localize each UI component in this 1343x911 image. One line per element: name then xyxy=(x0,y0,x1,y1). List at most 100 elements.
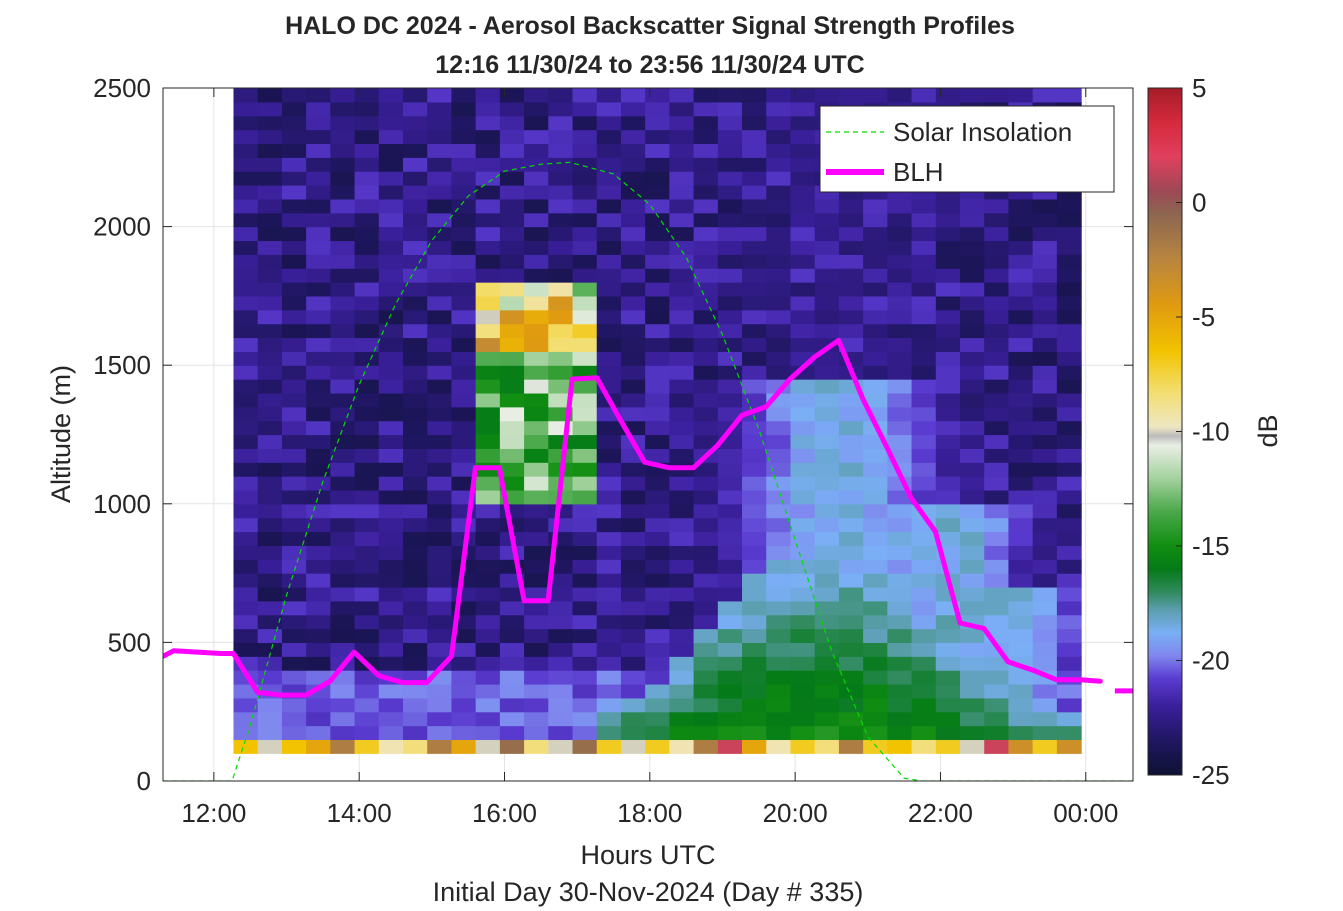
heatmap-cell xyxy=(596,101,622,117)
heatmap-cell xyxy=(524,351,549,366)
heatmap-cell xyxy=(717,476,743,491)
heatmap-cell xyxy=(451,462,477,477)
heatmap-cell xyxy=(887,697,913,713)
heatmap-cell xyxy=(499,683,525,699)
heatmap-cell xyxy=(403,88,428,103)
heatmap-cell xyxy=(499,642,525,657)
heatmap-cell xyxy=(645,406,670,422)
heatmap-cell xyxy=(984,656,1010,671)
heatmap-cell xyxy=(403,476,428,491)
heatmap-cell xyxy=(281,462,307,477)
heatmap-cell xyxy=(717,462,743,477)
heatmap-cell xyxy=(233,309,259,325)
legend-label-solar-insolation: Solar Insolation xyxy=(893,117,1072,147)
heatmap-cell xyxy=(499,586,525,602)
heatmap-cell xyxy=(306,697,331,713)
heatmap-cell xyxy=(306,129,331,145)
heatmap-cell xyxy=(548,268,574,283)
heatmap-cell xyxy=(451,656,477,671)
heatmap-cell xyxy=(548,379,574,394)
heatmap-cell xyxy=(742,351,767,366)
heatmap-cell xyxy=(306,476,331,491)
heatmap-cell xyxy=(742,295,767,311)
heatmap-cell xyxy=(427,476,453,491)
heatmap-cell xyxy=(693,323,719,339)
heatmap-cell xyxy=(306,365,331,380)
heatmap-cell xyxy=(475,157,501,172)
heatmap-cell xyxy=(742,254,767,269)
heatmap-cell xyxy=(427,420,453,436)
heatmap-cell xyxy=(742,434,767,449)
heatmap-cell xyxy=(645,628,670,643)
heatmap-cell xyxy=(524,392,549,408)
heatmap-cell xyxy=(1056,420,1082,436)
heatmap-cell xyxy=(766,573,792,588)
heatmap-cell xyxy=(499,254,525,269)
heatmap-cell xyxy=(1008,268,1034,283)
heatmap-cell xyxy=(596,129,622,145)
heatmap-cell xyxy=(403,212,428,228)
heatmap-cell xyxy=(838,212,864,228)
heatmap-cell xyxy=(838,198,864,214)
heatmap-cell xyxy=(935,489,961,505)
heatmap-cell xyxy=(838,476,864,491)
heatmap-cell xyxy=(766,282,792,297)
heatmap-cell xyxy=(620,157,646,172)
heatmap-cell xyxy=(863,559,888,574)
heatmap-cell xyxy=(572,309,598,325)
heatmap-cell xyxy=(814,656,840,671)
heatmap-cell xyxy=(306,614,331,630)
heatmap-cell xyxy=(645,697,670,713)
heatmap-cell xyxy=(572,392,598,408)
heatmap-cell xyxy=(281,254,307,269)
heatmap-cell xyxy=(572,517,598,533)
heatmap-cell xyxy=(911,683,937,699)
heatmap-cell xyxy=(378,531,404,546)
heatmap-cell xyxy=(620,379,646,394)
heatmap-cell xyxy=(524,545,549,560)
heatmap-cell xyxy=(596,531,622,546)
heatmap-cell xyxy=(548,129,574,145)
heatmap-cell xyxy=(693,739,719,754)
heatmap-cell xyxy=(693,531,719,546)
heatmap-cell xyxy=(475,226,501,242)
heatmap-cell xyxy=(257,282,283,297)
heatmap-cell xyxy=(281,212,307,228)
heatmap-cell xyxy=(790,420,816,436)
heatmap-cell xyxy=(524,212,549,228)
heatmap-cell xyxy=(669,476,695,491)
heatmap-cell xyxy=(863,489,888,505)
heatmap-cell xyxy=(233,212,259,228)
heatmap-cell xyxy=(693,503,719,519)
heatmap-cell xyxy=(620,392,646,408)
heatmap-cell xyxy=(814,226,840,242)
heatmap-cell xyxy=(742,143,767,158)
heatmap-cell xyxy=(717,614,743,630)
heatmap-cell xyxy=(427,88,453,103)
heatmap-cell xyxy=(1008,434,1034,449)
heatmap-cell xyxy=(306,88,331,103)
heatmap-cell xyxy=(1008,254,1034,269)
heatmap-cell xyxy=(475,725,501,741)
heatmap-cell xyxy=(1056,448,1082,463)
heatmap-cell xyxy=(281,185,307,200)
heatmap-cell xyxy=(378,683,404,699)
heatmap-cell xyxy=(233,489,259,505)
heatmap-cell xyxy=(620,129,646,145)
heatmap-cell xyxy=(233,739,259,754)
heatmap-cell xyxy=(354,254,380,269)
heatmap-cell xyxy=(572,503,598,519)
heatmap-cell xyxy=(499,129,525,145)
heatmap-cell xyxy=(911,697,937,713)
heatmap-cell xyxy=(984,711,1010,727)
heatmap-cell xyxy=(354,268,380,283)
heatmap-cell xyxy=(548,642,574,657)
heatmap-cell xyxy=(984,420,1010,436)
heatmap-cell xyxy=(596,600,622,616)
heatmap-cell xyxy=(1008,586,1034,602)
heatmap-cell xyxy=(403,323,428,339)
heatmap-cell xyxy=(1056,739,1082,754)
heatmap-cell xyxy=(403,531,428,546)
heatmap-cell xyxy=(403,614,428,630)
